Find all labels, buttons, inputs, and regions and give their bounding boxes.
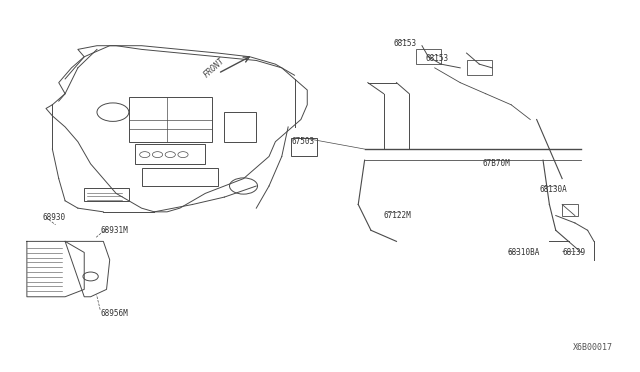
Text: 68130A: 68130A — [540, 185, 568, 194]
Polygon shape — [27, 241, 84, 297]
Bar — [415, 49, 441, 64]
Text: 68930: 68930 — [43, 213, 66, 222]
Text: 68153: 68153 — [394, 39, 417, 48]
Text: 68139: 68139 — [562, 248, 585, 257]
Text: 68310BA: 68310BA — [508, 248, 540, 257]
Bar — [467, 61, 492, 75]
Text: FRONT: FRONT — [202, 56, 227, 79]
Bar — [129, 97, 212, 142]
Text: 67B70M: 67B70M — [483, 159, 510, 169]
Text: X6B00017: X6B00017 — [573, 343, 613, 352]
Bar — [225, 112, 256, 142]
Bar — [84, 188, 129, 201]
Polygon shape — [65, 241, 109, 297]
Text: 67122M: 67122M — [384, 211, 412, 220]
Text: 68153: 68153 — [425, 54, 448, 63]
Bar — [562, 205, 578, 215]
Bar — [135, 144, 205, 164]
Text: 68931M: 68931M — [100, 226, 128, 235]
Text: 67503: 67503 — [291, 137, 314, 146]
Bar — [291, 138, 317, 157]
Text: 68956M: 68956M — [100, 309, 128, 318]
Bar — [141, 167, 218, 186]
